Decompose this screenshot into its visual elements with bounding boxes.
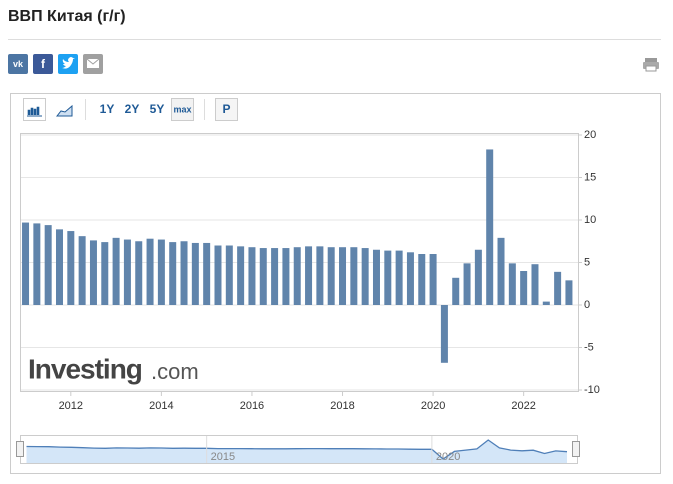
navigator-line — [26, 439, 568, 460]
bar — [497, 237, 505, 305]
facebook-button[interactable] — [33, 54, 53, 74]
x-tick-label: 2014 — [149, 400, 173, 412]
bar — [531, 264, 539, 305]
bar — [22, 222, 30, 305]
bar — [542, 301, 550, 305]
bar — [406, 252, 414, 305]
vk-button[interactable] — [8, 54, 28, 74]
bar — [372, 249, 380, 305]
bar — [361, 248, 369, 305]
y-tick-label: 5 — [584, 256, 590, 268]
bar — [554, 271, 562, 305]
x-tick-label: 2022 — [511, 400, 535, 412]
bar — [146, 238, 154, 305]
bar — [180, 241, 188, 305]
bar — [565, 280, 573, 305]
bar — [474, 249, 482, 305]
range-1y[interactable]: 1Y — [100, 102, 115, 116]
y-tick-label: 10 — [584, 214, 596, 226]
x-tick-label: 2020 — [421, 400, 445, 412]
range-max[interactable]: max — [173, 104, 191, 114]
y-tick-label: 0 — [584, 299, 590, 311]
print-button[interactable] — [643, 58, 659, 72]
bar — [169, 242, 177, 305]
navigator-tick-label: 2020 — [436, 451, 460, 463]
bar — [135, 241, 143, 305]
navigator-handle[interactable] — [16, 441, 24, 457]
bar — [248, 247, 256, 305]
bar — [429, 254, 437, 305]
bar — [293, 247, 301, 305]
bar — [33, 223, 41, 305]
y-tick-label: -10 — [584, 384, 600, 396]
bar — [282, 248, 290, 305]
bar — [327, 247, 335, 305]
bar — [440, 305, 448, 363]
bar — [463, 263, 471, 305]
range-2y[interactable]: 2Y — [125, 102, 140, 116]
widget-frame — [10, 93, 661, 474]
p-button[interactable] — [215, 98, 238, 121]
range-5y[interactable]: 5Y — [150, 102, 165, 116]
y-tick-label: -5 — [584, 341, 594, 353]
p-label[interactable]: P — [222, 102, 230, 116]
vk-label: vk — [13, 59, 24, 69]
bar — [237, 246, 245, 305]
bar — [486, 149, 494, 305]
x-tick-label: 2012 — [59, 400, 83, 412]
bar — [112, 237, 120, 305]
watermark-brand: Investing — [28, 353, 142, 384]
bar — [350, 247, 358, 305]
x-tick-label: 2018 — [330, 400, 354, 412]
y-tick-label: 15 — [584, 171, 596, 183]
bar — [271, 248, 279, 305]
bar — [89, 240, 97, 305]
navigator: 2015 2020 — [16, 435, 580, 464]
bar — [67, 231, 75, 305]
bar — [520, 271, 528, 305]
bar — [203, 242, 211, 305]
navigator-handle[interactable] — [572, 441, 580, 457]
bar — [123, 239, 131, 305]
bar — [191, 242, 199, 305]
bar — [225, 245, 233, 305]
share-bar: vk f — [8, 54, 103, 74]
bar — [259, 248, 267, 305]
toolbar: 1Y 2Y 5Y max P — [23, 98, 238, 121]
bar — [384, 250, 392, 305]
page-title: ВВП Китая (г/г) — [8, 8, 126, 25]
x-tick-label: 2016 — [240, 400, 264, 412]
bar — [305, 246, 313, 305]
range-max-button[interactable] — [171, 98, 194, 121]
bar — [78, 236, 86, 305]
bar — [101, 242, 109, 305]
bar — [214, 245, 222, 305]
bar — [395, 250, 403, 305]
bar — [44, 225, 52, 305]
bars — [22, 149, 573, 363]
bar — [508, 263, 516, 305]
bar — [55, 229, 63, 305]
watermark: Investing .com — [28, 353, 199, 384]
bar — [339, 247, 347, 305]
bar — [157, 239, 165, 305]
twitter-icon — [62, 57, 75, 69]
facebook-label: f — [41, 57, 46, 71]
email-icon-flap — [86, 58, 100, 65]
bar — [452, 277, 460, 305]
bar — [316, 246, 324, 305]
bar — [418, 254, 426, 305]
watermark-suffix: .com — [151, 359, 199, 384]
navigator-tick-label: 2015 — [211, 451, 235, 463]
y-tick-label: 20 — [584, 129, 596, 141]
